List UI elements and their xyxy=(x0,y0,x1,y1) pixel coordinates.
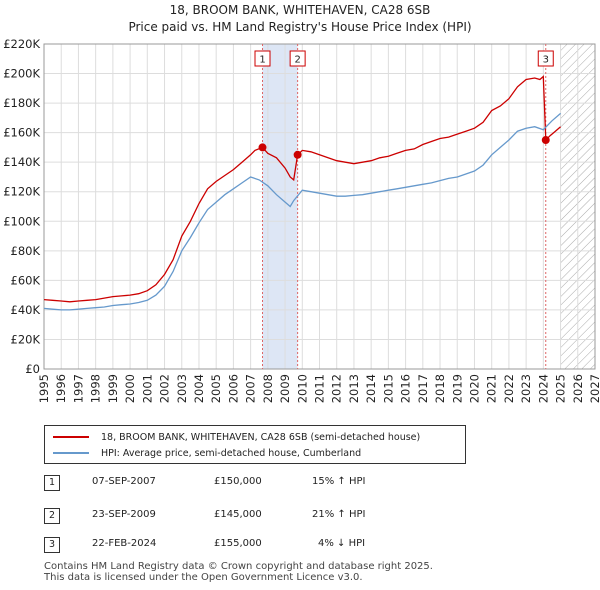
hpi-line xyxy=(43,112,562,311)
x-tick-label: 2014 xyxy=(364,374,378,403)
y-tick-label: £220K xyxy=(3,37,40,51)
x-tick-label: 2025 xyxy=(554,374,568,403)
sale-marker-number: 1 xyxy=(259,55,265,66)
x-tick-label: 2018 xyxy=(433,374,447,403)
sale-hpi-diff: 21% ↑ HPI xyxy=(312,509,366,520)
price-chart: £0 £20K £40K £60K £80K £100K £120K £140K £160K £1… xyxy=(3,37,600,403)
x-tick-label: 2001 xyxy=(140,374,154,403)
y-tick-label: £120K xyxy=(3,185,40,199)
sale-number-badge: 3 xyxy=(44,537,60,553)
x-tick-label: 1997 xyxy=(71,374,85,403)
x-tick-label: 2026 xyxy=(571,374,585,403)
x-tick-label: 2005 xyxy=(209,374,223,403)
x-tick-label: 2016 xyxy=(399,374,413,403)
sale-date: 23-SEP-2009 xyxy=(92,509,156,520)
x-tick-label: 2019 xyxy=(450,374,464,403)
x-tick-label: 2009 xyxy=(278,374,292,403)
y-tick-label: £180K xyxy=(3,96,40,110)
sale-point xyxy=(541,136,550,145)
sale-marker-box xyxy=(537,50,554,67)
x-tick-label: 2007 xyxy=(244,374,258,403)
sale-date: 22-FEB-2024 xyxy=(92,538,157,549)
footer-licence: This data is licensed under the Open Gov… xyxy=(44,572,363,583)
x-tick-label: 2021 xyxy=(485,374,499,403)
x-tick-label: 2011 xyxy=(313,374,327,403)
y-tick-label: £80K xyxy=(11,244,41,258)
sale-marker-number: 3 xyxy=(543,55,549,66)
y-tick-label: £140K xyxy=(3,155,40,169)
x-tick-label: 2010 xyxy=(295,374,309,403)
y-tick-label: £40K xyxy=(11,303,41,317)
x-tick-label: 2027 xyxy=(588,374,600,403)
sale-hpi-diff: 4% ↓ HPI xyxy=(318,538,366,549)
sale-price: £145,000 xyxy=(214,509,262,520)
y-tick-label: £160K xyxy=(3,126,40,140)
chart-title-line1: 18, BROOM BANK, WHITEHAVEN, CA28 6SB xyxy=(169,3,431,17)
sale-point xyxy=(258,143,267,152)
x-tick-label: 2024 xyxy=(536,374,550,403)
x-tick-label: 2002 xyxy=(158,374,172,403)
x-tick-label: 2015 xyxy=(381,374,395,403)
y-tick-label: £200K xyxy=(3,67,40,81)
footer-copyright: Contains HM Land Registry data © Crown c… xyxy=(44,561,433,572)
x-tick-label: 1995 xyxy=(37,374,51,403)
y-tick-label: £0 xyxy=(25,362,40,376)
x-tick-label: 2003 xyxy=(175,374,189,403)
x-tick-label: 1998 xyxy=(89,374,103,403)
sale-marker-number: 2 xyxy=(294,55,300,66)
legend-label-hpi: HPI: Average price, semi-detached house,… xyxy=(101,447,362,459)
sale-price: £150,000 xyxy=(214,476,262,487)
x-tick-label: 2012 xyxy=(330,374,344,403)
sale-price: £155,000 xyxy=(214,538,262,549)
sale-number-badge: 1 xyxy=(44,475,60,491)
legend-label-property: 18, BROOM BANK, WHITEHAVEN, CA28 6SB (se… xyxy=(101,431,421,443)
sale-marker-box xyxy=(289,50,306,67)
y-tick-label: £60K xyxy=(11,273,41,287)
legend-swatch-blue xyxy=(53,452,89,454)
plot-frame xyxy=(43,43,596,370)
y-tick-label: £20K xyxy=(11,332,41,346)
legend: 18, BROOM BANK, WHITEHAVEN, CA28 6SB (se… xyxy=(44,425,466,464)
x-tick-label: 2023 xyxy=(519,374,533,403)
x-tick-label: 2013 xyxy=(347,374,361,403)
x-tick-label: 2008 xyxy=(261,374,275,403)
legend-item-property: 18, BROOM BANK, WHITEHAVEN, CA28 6SB (se… xyxy=(53,430,420,444)
x-tick-label: 2004 xyxy=(192,374,206,403)
x-tick-label: 1999 xyxy=(106,374,120,403)
sale-marker-box xyxy=(254,50,271,67)
x-tick-label: 1996 xyxy=(54,374,68,403)
sale-point xyxy=(293,150,302,159)
shaded-span xyxy=(262,44,298,369)
chart-title-line2: Price paid vs. HM Land Registry's House … xyxy=(128,20,472,34)
sale-hpi-diff: 15% ↑ HPI xyxy=(312,476,366,487)
x-tick-label: 2022 xyxy=(502,374,516,403)
legend-swatch-red xyxy=(53,436,89,438)
x-tick-label: 2017 xyxy=(416,374,430,403)
y-tick-label: £100K xyxy=(3,214,40,228)
x-tick-label: 2006 xyxy=(226,374,240,403)
x-tick-label: 2000 xyxy=(123,374,137,403)
x-tick-label: 2020 xyxy=(467,374,481,403)
sale-number-badge: 2 xyxy=(44,508,60,524)
price-paid-line xyxy=(43,75,562,303)
legend-item-hpi: HPI: Average price, semi-detached house,… xyxy=(53,446,361,460)
sale-date: 07-SEP-2007 xyxy=(92,476,156,487)
